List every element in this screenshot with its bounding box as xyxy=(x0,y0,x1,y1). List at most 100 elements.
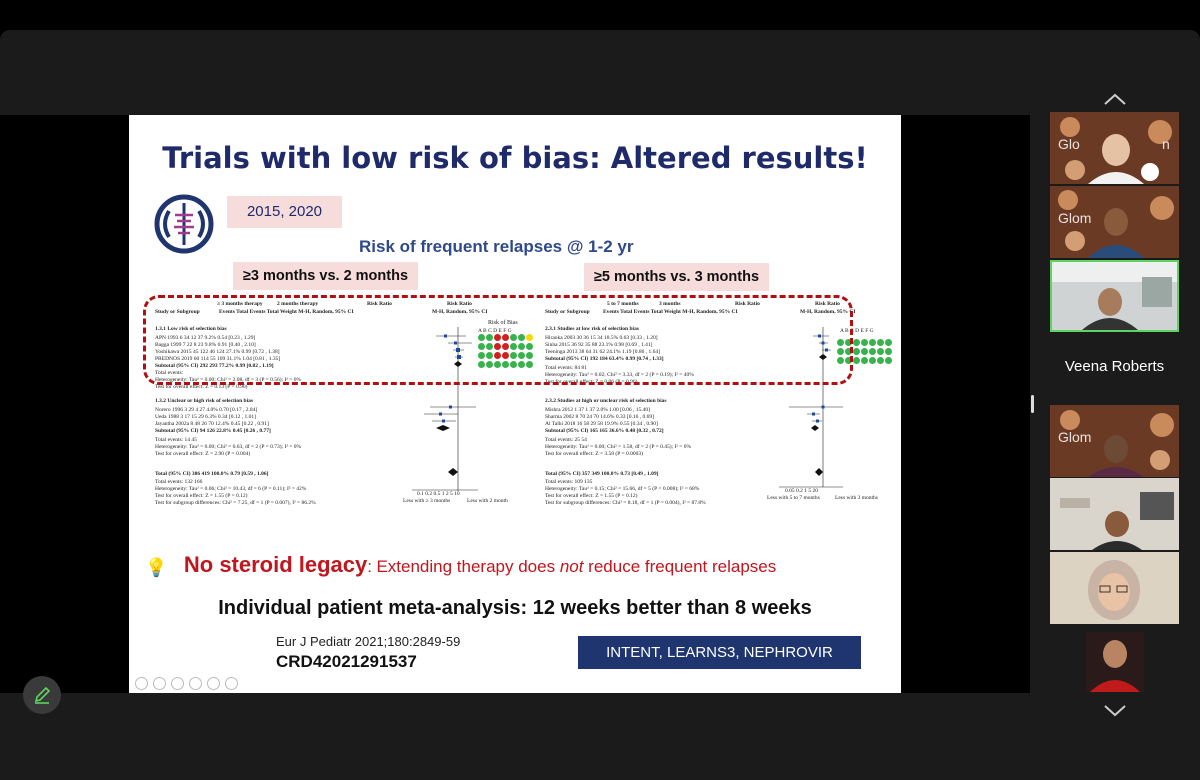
no-steroid-legacy-heading: No steroid legacy xyxy=(183,552,368,577)
axis-ticks: 0.05 0.2 1 5 20 xyxy=(785,488,818,494)
tip-text-part2: reduce frequent relapses xyxy=(583,557,777,576)
participant-tile[interactable]: Glo n xyxy=(1050,112,1179,184)
forest-header-rr-plot: Risk Ratio xyxy=(815,301,840,307)
study-row: Teeninga 2013 38 64 31 62 24.1% 1.19 [0.… xyxy=(545,349,660,355)
zoom-icon[interactable] xyxy=(207,677,220,690)
participant-video xyxy=(1050,552,1179,624)
trials-box: INTENT, LEARNS3, NEPHROVIR xyxy=(578,636,861,669)
participant-tile[interactable]: Glom xyxy=(1050,405,1179,477)
favours-left-label: Less with 5 to 7 months xyxy=(767,495,820,501)
stats-line: Test for overall effect: Z = 1.55 (P = 0… xyxy=(545,493,638,499)
forest-header-study: Study or Subgroup xyxy=(545,309,590,315)
participant-name-tag: Glom xyxy=(1058,210,1092,226)
study-row: Jayantha 2002a 8 48 26 70 12.4% 0.45 [0.… xyxy=(155,421,269,427)
more-icon[interactable] xyxy=(225,677,238,690)
chevron-up-icon[interactable] xyxy=(1103,92,1127,106)
next-slide-icon[interactable] xyxy=(153,677,166,690)
journal-reference: Eur J Pediatr 2021;180:2849-59 xyxy=(276,634,461,649)
forest-header-study: Study or Subgroup xyxy=(155,309,200,315)
stats-line: Heterogeneity: Tau² = 0.00; Chi² = 0.63,… xyxy=(155,444,302,450)
year-box: 2015, 2020 xyxy=(227,196,342,228)
subgroup-heading: 2.3.2 Studies at high or unclear risk of… xyxy=(545,398,667,404)
stats-line: Test for overall effect: Z = 1.55 (P = 0… xyxy=(155,493,248,499)
study-row: Yoshikawa 2015 45 122 46 124 27.1% 0.99 … xyxy=(155,349,280,355)
participant-tile[interactable] xyxy=(1050,478,1179,550)
total-row: Total (95% CI) 386 419 100.0% 0.79 [0.59… xyxy=(155,471,269,477)
stats-line: Heterogeneity: Tau² = 0.00; Chi² = 2.08,… xyxy=(155,377,302,383)
participant-name-tag: Glo xyxy=(1058,136,1080,152)
stats-line: Test for overall effect: Z = 0.13 (P = 0… xyxy=(155,384,248,390)
chevron-down-icon[interactable] xyxy=(1103,704,1127,718)
active-speaker-tile[interactable] xyxy=(1050,260,1179,332)
study-row: Ueda 1988 3 17 15 29 6.3% 0.34 [0.12 , 1… xyxy=(155,414,256,420)
subtotal-row: Subtotal (95% CI) 292 293 77.2% 0.99 [0.… xyxy=(155,363,274,369)
cochrane-logo xyxy=(154,194,214,254)
forest-header-group2: 3 months xyxy=(659,301,681,307)
study-row: Al Talhi 2018 16 58 29 58 19.9% 0.55 [0.… xyxy=(545,421,658,427)
participant-tile[interactable]: Glom xyxy=(1050,186,1179,258)
subtotal-row: Subtotal (95% CI) 165 165 36.6% 0.48 [0.… xyxy=(545,428,664,434)
tip-text-part1: Extending therapy does xyxy=(376,557,560,576)
participant-tile[interactable] xyxy=(1050,552,1179,624)
risk-of-bias-grid xyxy=(837,339,897,369)
forest-header-rr: Risk Ratio xyxy=(735,301,760,307)
splitter-handle[interactable] xyxy=(1031,395,1034,413)
stats-line: Total events: xyxy=(155,370,184,376)
study-row: PREDNOS 2019 60 114 55 109 31.1% 1.04 [0… xyxy=(155,356,281,362)
stats-line: Total events: 84 81 xyxy=(545,365,587,371)
stats-line: Heterogeneity: Tau² = 0.00; Chi² = 1.58,… xyxy=(545,444,692,450)
subtotal-row: Subtotal (95% CI) 192 184 63.4% 0.99 [0.… xyxy=(545,356,664,362)
left-forest-graphic xyxy=(412,327,478,491)
prev-slide-icon[interactable] xyxy=(135,677,148,690)
tip-text-not: not xyxy=(559,557,584,576)
bias-letters: A B C D E F G xyxy=(478,328,512,334)
slide-subtitle: Risk of frequent relapses @ 1-2 yr xyxy=(359,237,634,256)
participant-video xyxy=(1050,112,1179,184)
participant-tile-no-video[interactable]: Veena Roberts xyxy=(1050,334,1179,402)
pen-tool-icon[interactable] xyxy=(171,677,184,690)
forest-subheader: Events Total Events Total Weight M-H, Ra… xyxy=(219,309,354,315)
stats-line: Total events: 109 135 xyxy=(545,479,593,485)
stats-line: Total events: 132 166 xyxy=(155,479,203,485)
slide-title: Trials with low risk of bias: Altered re… xyxy=(162,141,868,175)
right-forest-plot: Study or Subgroup 5 to 7 months 3 months… xyxy=(545,299,878,529)
lightbulb-icon: 💡 xyxy=(145,557,168,578)
total-row: Total (95% CI) 357 349 100.0% 0.73 [0.49… xyxy=(545,471,659,477)
tip-colon: : xyxy=(367,557,372,576)
participant-avatar xyxy=(1086,632,1144,692)
forest-header-rr: Risk Ratio xyxy=(367,301,392,307)
steroid-legacy-line: 💡 No steroid legacy: Extending therapy d… xyxy=(145,552,885,578)
participant-video xyxy=(1050,478,1179,550)
subgroup-heading: 1.3.1 Low risk of selection bias xyxy=(155,326,227,332)
left-forest-plot: Study or Subgroup ≥ 3 months therapy 2 m… xyxy=(155,299,518,529)
ipd-meta-analysis-line: Individual patient meta-analysis: 12 wee… xyxy=(218,597,812,619)
stats-line: Heterogeneity: Tau² = 0.02; Chi² = 3.33,… xyxy=(545,372,694,378)
study-row: Mishra 2012 1 37 1 37 2.0% 1.00 [0.06 , … xyxy=(545,407,650,413)
slide-controls[interactable] xyxy=(135,677,243,690)
forest-header-group1: ≥ 3 months therapy xyxy=(217,301,263,307)
axis-ticks: 0.1 0.2 0.5 1 2 5 10 xyxy=(417,491,460,497)
study-row: APN 1993 6 34 12 37 9.2% 0.54 [0.23 , 1.… xyxy=(155,335,256,341)
risk-of-bias-grid xyxy=(478,334,538,372)
participant-name: Veena Roberts xyxy=(1064,358,1165,375)
subtotal-row: Subtotal (95% CI) 94 126 22.8% 0.45 [0.2… xyxy=(155,428,271,434)
forest-subheader-plot: M-H, Random, 95% CI xyxy=(432,309,488,315)
copy-icon[interactable] xyxy=(189,677,202,690)
pen-icon xyxy=(34,686,51,704)
stats-line: Test for overall effect: Z = 2.90 (P = 0… xyxy=(155,451,251,457)
low-risk-highlight-box xyxy=(143,295,853,385)
participant-tile[interactable] xyxy=(1050,626,1179,698)
right-comparison-label: ≥5 months vs. 3 months xyxy=(584,263,769,291)
crd-registration: CRD42021291537 xyxy=(276,652,417,671)
participant-name-tag: Glom xyxy=(1058,429,1092,445)
participant-video xyxy=(1050,405,1179,477)
forest-subheader-plot: M-H, Random, 95% CI xyxy=(800,309,856,315)
stats-line: Heterogeneity: Tau² = 0.15; Chi² = 15.66… xyxy=(545,486,700,492)
forest-header-group1: 5 to 7 months xyxy=(607,301,639,307)
favours-left-label: Less with ≥ 3 months xyxy=(403,498,451,504)
presentation-slide: Trials with low risk of bias: Altered re… xyxy=(129,115,901,693)
annotate-button[interactable] xyxy=(23,676,61,714)
right-forest-graphic xyxy=(779,327,843,488)
subgroup-heading: 2.3.1 Studies at low risk of selection b… xyxy=(545,326,639,332)
risk-of-bias-label: Risk of Bias xyxy=(488,320,518,326)
